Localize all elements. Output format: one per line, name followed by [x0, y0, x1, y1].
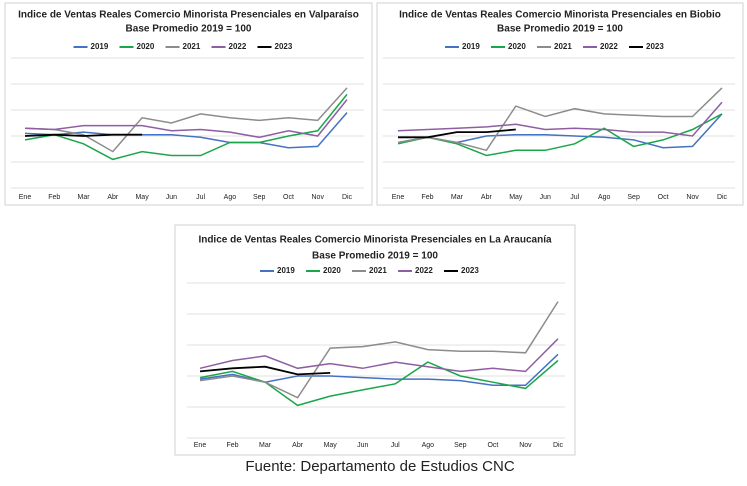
legend-label: 2022 [600, 42, 618, 51]
x-tick-label: May [509, 194, 523, 201]
x-tick-label: Abr [107, 194, 119, 201]
x-tick-label: Jun [357, 442, 368, 449]
series-line [24, 112, 348, 149]
x-tick-label: Ago [224, 194, 237, 201]
series-line [24, 87, 348, 153]
legend-label: 2020 [137, 42, 155, 51]
x-tick-label: Mar [78, 194, 91, 201]
series-line [24, 133, 143, 137]
chart-subtitle: Base Promedio 2019 = 100 [497, 24, 623, 35]
legend-label: 2021 [554, 42, 572, 51]
panel [4, 2, 373, 206]
x-tick-label: Nov [686, 194, 699, 201]
x-tick-label: Feb [421, 194, 433, 201]
legend-label: 2019 [277, 266, 295, 275]
chart-title: Indice de Ventas Reales Comercio Minoris… [198, 235, 552, 246]
x-tick-label: Dic [342, 194, 353, 201]
x-tick-label: Mar [451, 194, 464, 201]
x-tick-label: Jul [196, 194, 205, 201]
series-line [397, 113, 723, 157]
x-tick-label: Sep [454, 442, 467, 449]
legend-label: 2019 [91, 42, 109, 51]
x-tick-label: Ago [422, 442, 435, 449]
x-tick-label: Mar [259, 442, 272, 449]
x-tick-label: Jul [391, 442, 400, 449]
x-tick-label: Ene [194, 442, 207, 449]
x-tick-label: Dic [553, 442, 564, 449]
series-line [199, 338, 559, 373]
x-tick-label: May [324, 442, 338, 449]
chart-title: Indice de Ventas Reales Comercio Minoris… [18, 10, 359, 21]
legend-label: 2019 [462, 42, 480, 51]
chart-title: Indice de Ventas Reales Comercio Minoris… [399, 10, 721, 21]
x-tick-label: Ago [598, 194, 611, 201]
x-tick-label: Sep [627, 194, 640, 201]
chart-subtitle: Base Promedio 2019 = 100 [126, 24, 252, 35]
series-line [24, 99, 348, 139]
series-line [398, 128, 516, 139]
chart-subtitle: Base Promedio 2019 = 100 [312, 251, 438, 262]
x-tick-label: Jun [540, 194, 551, 201]
x-tick-label: Oct [283, 194, 294, 201]
x-tick-label: Ene [392, 194, 405, 201]
x-tick-label: Sep [253, 194, 266, 201]
x-tick-label: Jun [166, 194, 177, 201]
x-tick-label: Ene [19, 194, 32, 201]
legend-label: 2020 [508, 42, 526, 51]
x-tick-label: Dic [717, 194, 728, 201]
x-tick-label: Oct [658, 194, 669, 201]
series-line [199, 301, 559, 399]
legend-label: 2023 [646, 42, 664, 51]
x-tick-label: Abr [481, 194, 493, 201]
legend-label: 2020 [323, 266, 341, 275]
x-tick-label: Nov [519, 442, 532, 449]
legend-label: 2022 [415, 266, 433, 275]
x-tick-label: May [135, 194, 149, 201]
x-tick-label: Feb [227, 442, 239, 449]
series-line [397, 101, 723, 137]
series-line [199, 365, 331, 376]
source: Fuente: Departamento de Estudios CNC [245, 458, 514, 475]
panel [174, 224, 576, 456]
x-tick-label: Abr [292, 442, 304, 449]
legend-label: 2022 [229, 42, 247, 51]
legend-label: 2021 [183, 42, 201, 51]
legend-label: 2021 [369, 266, 387, 275]
x-tick-label: Feb [48, 194, 60, 201]
x-tick-label: Jul [570, 194, 579, 201]
x-tick-label: Oct [487, 442, 498, 449]
series-line [199, 359, 559, 407]
legend-label: 2023 [275, 42, 293, 51]
series-line [24, 93, 348, 161]
legend-label: 2023 [461, 266, 479, 275]
panel [376, 2, 744, 206]
series-line [397, 87, 723, 152]
x-tick-label: Nov [312, 194, 325, 201]
